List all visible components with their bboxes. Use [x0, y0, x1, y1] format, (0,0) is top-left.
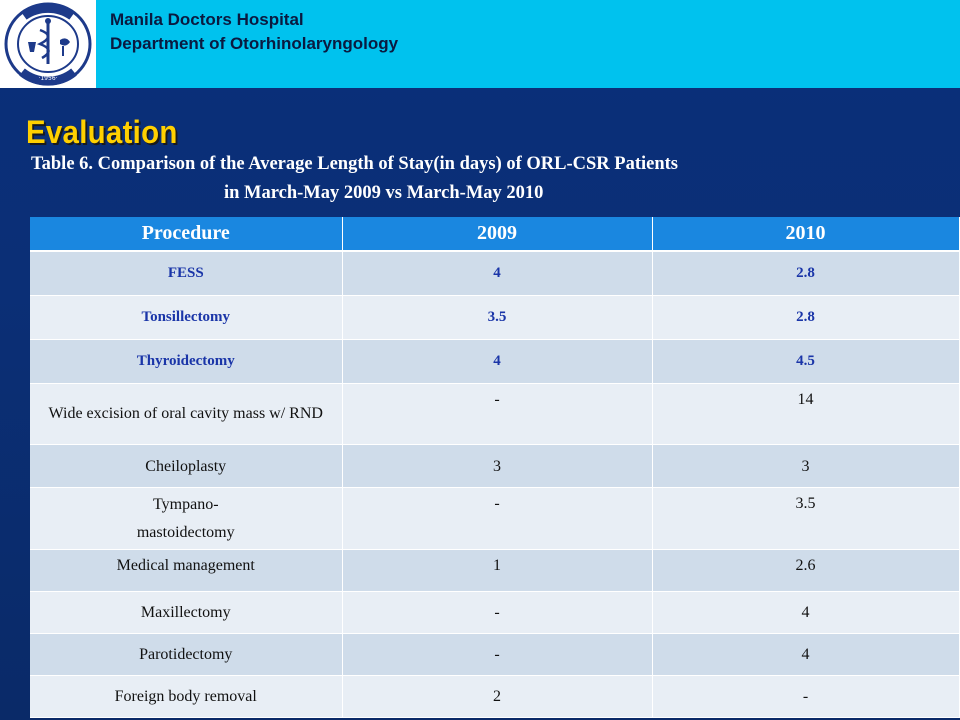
table-row: Wide excision of oral cavity mass w/ RND… — [30, 383, 960, 445]
procedure-cell: Thyroidectomy — [30, 339, 343, 384]
value-2009-cell: - — [342, 383, 653, 445]
table-caption-line2: in March-May 2009 vs March-May 2010 — [224, 183, 544, 203]
table-row: Cheiloplasty 3 3 — [30, 444, 960, 488]
value-2010-cell: 2.8 — [652, 295, 960, 340]
table-caption-line1: Table 6. Comparison of the Average Lengt… — [31, 154, 678, 174]
header-2009: 2009 — [342, 217, 653, 252]
procedure-cell: Maxillectomy — [30, 591, 343, 634]
procedure-cell: Wide excision of oral cavity mass w/ RND — [30, 383, 343, 445]
table-row: Tympano- mastoidectomy - 3.5 — [30, 487, 960, 550]
procedure-cell: Tympano- mastoidectomy — [30, 487, 343, 550]
value-2009-cell: 2 — [342, 675, 653, 718]
value-2009-cell: 3.5 — [342, 295, 653, 340]
value-2010-cell: 14 — [652, 383, 960, 445]
value-2009-cell: 1 — [342, 549, 653, 592]
value-2010-cell: 2.6 — [652, 549, 960, 592]
value-2009-cell: - — [342, 633, 653, 676]
table-row: Parotidectomy - 4 — [30, 633, 960, 676]
value-2010-cell: 4 — [652, 633, 960, 676]
table-row: Medical management 1 2.6 — [30, 549, 960, 592]
procedure-cell: Parotidectomy — [30, 633, 343, 676]
value-2010-cell: 3.5 — [652, 487, 960, 550]
department-name: Department of Otorhinolaryngology — [110, 34, 399, 53]
header-2010: 2010 — [652, 217, 960, 252]
value-2009-cell: 3 — [342, 444, 653, 488]
table-row: Foreign body removal 2 - — [30, 675, 960, 718]
procedure-cell: Tonsillectomy — [30, 295, 343, 340]
procedure-cell: Medical management — [30, 549, 343, 592]
header-procedure: Procedure — [30, 217, 343, 252]
svg-text:·1956·: ·1956· — [38, 75, 57, 82]
table-row: Tonsillectomy 3.5 2.8 — [30, 295, 960, 340]
value-2010-cell: 3 — [652, 444, 960, 488]
value-2009-cell: - — [342, 487, 653, 550]
table-row: Maxillectomy - 4 — [30, 591, 960, 634]
table-row: Thyroidectomy 4 4.5 — [30, 339, 960, 384]
table-header-row: Procedure 2009 2010 — [30, 217, 960, 252]
value-2009-cell: 4 — [342, 339, 653, 384]
procedure-cell: Cheiloplasty — [30, 444, 343, 488]
value-2009-cell: - — [342, 591, 653, 634]
value-2010-cell: - — [652, 675, 960, 718]
procedure-cell: FESS — [30, 251, 343, 296]
value-2010-cell: 4.5 — [652, 339, 960, 384]
value-2010-cell: 2.8 — [652, 251, 960, 296]
table-row: FESS 4 2.8 — [30, 251, 960, 296]
comparison-table: Procedure 2009 2010 FESS 4 2.8 Tonsillec… — [30, 217, 960, 718]
header-bar — [0, 0, 960, 88]
procedure-cell: Foreign body removal — [30, 675, 343, 718]
hospital-seal-icon: ·1956· — [4, 2, 92, 86]
hospital-name: Manila Doctors Hospital — [110, 10, 304, 29]
value-2009-cell: 4 — [342, 251, 653, 296]
slide-title: Evaluation — [26, 114, 178, 150]
hospital-logo: ·1956· — [0, 0, 96, 88]
value-2010-cell: 4 — [652, 591, 960, 634]
